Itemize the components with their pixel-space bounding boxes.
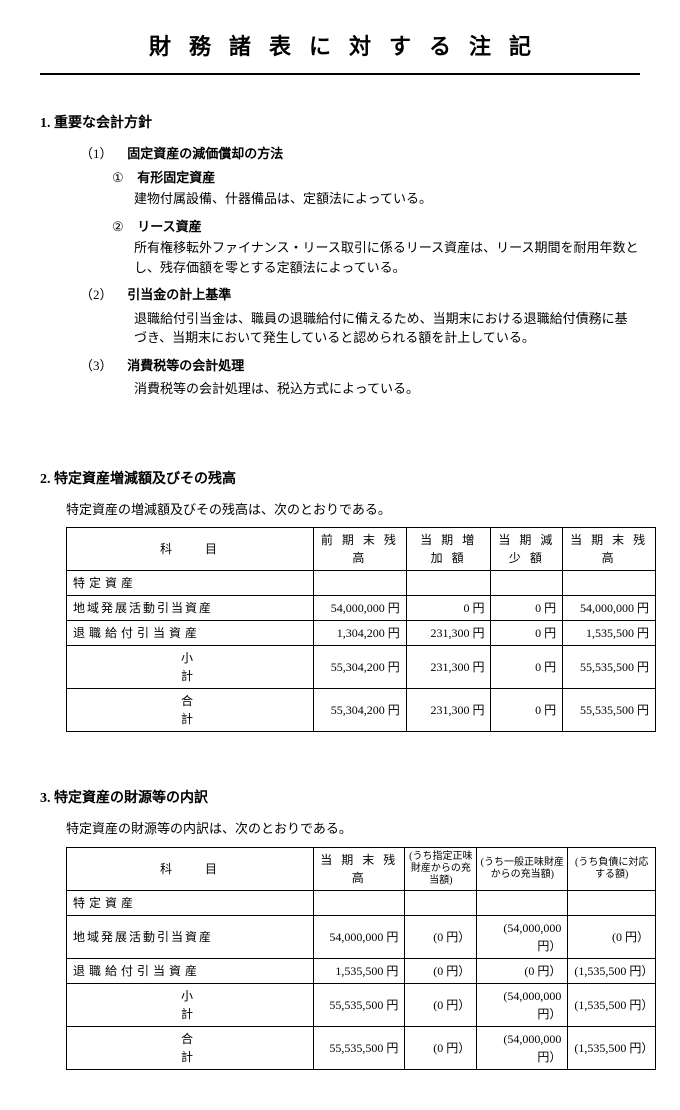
cell-value: 55,535,500 円 xyxy=(563,646,656,689)
table-row: 科 目 前 期 末 残 高 当 期 増 加 額 当 期 減 少 額 当 期 末 … xyxy=(67,528,656,571)
section2-heading: 2. 特定資産増減額及びその残高 xyxy=(40,469,640,490)
cell-value: (54,000,000 円） xyxy=(477,1026,568,1069)
col-header: (うち負債に対応する額) xyxy=(568,847,656,890)
table-section3: 科 目 当 期 末 残 高 (うち指定正味財産からの充当額) (うち一般正味財産… xyxy=(66,847,656,1070)
col-header: 当 期 減 少 額 xyxy=(491,528,563,571)
sec1-item1-sub1-title: 有形固定資産 xyxy=(137,170,215,185)
sec1-item1-num: （1） xyxy=(80,144,124,164)
sec1-item3-title: 消費税等の会計処理 xyxy=(127,358,244,373)
empty-cell xyxy=(314,571,407,596)
cell-value: (1,535,500 円） xyxy=(568,1026,656,1069)
cell-value: 0 円 xyxy=(491,646,563,689)
empty-cell xyxy=(568,890,656,915)
empty-cell xyxy=(563,571,656,596)
sec1-item1-sub2-body: 所有権移転外ファイナンス・リース取引に係るリース資産は、リース期間を耐用年数とし… xyxy=(134,238,640,277)
cell-value: 55,535,500 円 xyxy=(314,983,405,1026)
section1-heading: 1. 重要な会計方針 xyxy=(40,113,640,134)
cell-value: 55,535,500 円 xyxy=(314,1026,405,1069)
table-row: 小 計 55,304,200 円 231,300 円 0 円 55,535,50… xyxy=(67,646,656,689)
sec1-item1-sub1-num: ① xyxy=(112,168,134,188)
col-header: (うち指定正味財産からの充当額) xyxy=(405,847,477,890)
col-header: 当 期 末 残 高 xyxy=(563,528,656,571)
sec1-item3: （3） 消費税等の会計処理 xyxy=(80,356,640,376)
sec1-item3-num: （3） xyxy=(80,356,124,376)
cell-value: (0 円） xyxy=(405,915,477,958)
table-row: 特定資産 xyxy=(67,890,656,915)
table-row: 小 計 55,535,500 円 (0 円） (54,000,000 円） (1… xyxy=(67,983,656,1026)
cell-value: (54,000,000 円） xyxy=(477,915,568,958)
subtotal-label: 小 計 xyxy=(67,646,314,689)
cell-value: 0 円 xyxy=(491,689,563,732)
empty-cell xyxy=(406,571,491,596)
cell-value: 231,300 円 xyxy=(406,621,491,646)
sec1-item1: （1） 固定資産の減価償却の方法 xyxy=(80,144,640,164)
table-row: 地域発展活動引当資産 54,000,000 円 (0 円） (54,000,00… xyxy=(67,915,656,958)
cell-value: 55,535,500 円 xyxy=(563,689,656,732)
row-name: 地域発展活動引当資産 xyxy=(67,596,314,621)
sec1-item3-body: 消費税等の会計処理は、税込方式によっている。 xyxy=(134,379,640,399)
subtotal-label: 小 計 xyxy=(67,983,314,1026)
table-row: 特定資産 xyxy=(67,571,656,596)
sec1-item1-title: 固定資産の減価償却の方法 xyxy=(127,146,283,161)
table-row: 合 計 55,304,200 円 231,300 円 0 円 55,535,50… xyxy=(67,689,656,732)
sec1-item1-sub2: ② リース資産 xyxy=(112,217,640,237)
row-name: 地域発展活動引当資産 xyxy=(67,915,314,958)
table-section2: 科 目 前 期 末 残 高 当 期 増 加 額 当 期 減 少 額 当 期 末 … xyxy=(66,527,656,732)
sec1-item1-sub2-num: ② xyxy=(112,217,134,237)
sec1-item2-body: 退職給付引当金は、職員の退職給付に備えるため、当期末における退職給付債務に基づき… xyxy=(134,309,640,348)
category-cell: 特定資産 xyxy=(67,890,314,915)
cell-value: 1,535,500 円 xyxy=(563,621,656,646)
total-label: 合 計 xyxy=(67,1026,314,1069)
section2-intro: 特定資産の増減額及びその残高は、次のとおりである。 xyxy=(66,500,640,520)
cell-value: (1,535,500 円） xyxy=(568,983,656,1026)
cell-value: 1,304,200 円 xyxy=(314,621,407,646)
cell-value: 0 円 xyxy=(406,596,491,621)
col-header: 当 期 末 残 高 xyxy=(314,847,405,890)
total-label: 合 計 xyxy=(67,689,314,732)
cell-value: 54,000,000 円 xyxy=(314,915,405,958)
cell-value: (0 円） xyxy=(405,983,477,1026)
sec1-item2: （2） 引当金の計上基準 xyxy=(80,285,640,305)
section3-intro: 特定資産の財源等の内訳は、次のとおりである。 xyxy=(66,819,640,839)
empty-cell xyxy=(477,890,568,915)
cell-value: 231,300 円 xyxy=(406,646,491,689)
table-row: 合 計 55,535,500 円 (0 円） (54,000,000 円） (1… xyxy=(67,1026,656,1069)
cell-value: 0 円 xyxy=(491,596,563,621)
cell-value: (0 円） xyxy=(405,1026,477,1069)
page-title: 財務諸表に対する注記 xyxy=(40,30,640,75)
table-row: 地域発展活動引当資産 54,000,000 円 0 円 0 円 54,000,0… xyxy=(67,596,656,621)
col-header: 前 期 末 残 高 xyxy=(314,528,407,571)
sec1-item2-title: 引当金の計上基準 xyxy=(127,287,231,302)
col-header: 科 目 xyxy=(67,528,314,571)
cell-value: 231,300 円 xyxy=(406,689,491,732)
cell-value: (0 円） xyxy=(568,915,656,958)
table-row: 退職給付引当資産 1,304,200 円 231,300 円 0 円 1,535… xyxy=(67,621,656,646)
cell-value: 0 円 xyxy=(491,621,563,646)
section3-heading: 3. 特定資産の財源等の内訳 xyxy=(40,788,640,809)
cell-value: (54,000,000 円） xyxy=(477,983,568,1026)
empty-cell xyxy=(405,890,477,915)
sec1-item1-sub1: ① 有形固定資産 xyxy=(112,168,640,188)
cell-value: 54,000,000 円 xyxy=(563,596,656,621)
table-row: 科 目 当 期 末 残 高 (うち指定正味財産からの充当額) (うち一般正味財産… xyxy=(67,847,656,890)
empty-cell xyxy=(491,571,563,596)
sec1-item1-sub2-title: リース資産 xyxy=(137,219,201,234)
col-header: (うち一般正味財産からの充当額) xyxy=(477,847,568,890)
col-header: 当 期 増 加 額 xyxy=(406,528,491,571)
cell-value: 54,000,000 円 xyxy=(314,596,407,621)
category-cell: 特定資産 xyxy=(67,571,314,596)
sec1-item1-sub1-body: 建物付属設備、什器備品は、定額法によっている。 xyxy=(134,189,640,209)
row-name: 退職給付引当資産 xyxy=(67,621,314,646)
col-header: 科 目 xyxy=(67,847,314,890)
empty-cell xyxy=(314,890,405,915)
sec1-item2-num: （2） xyxy=(80,285,124,305)
